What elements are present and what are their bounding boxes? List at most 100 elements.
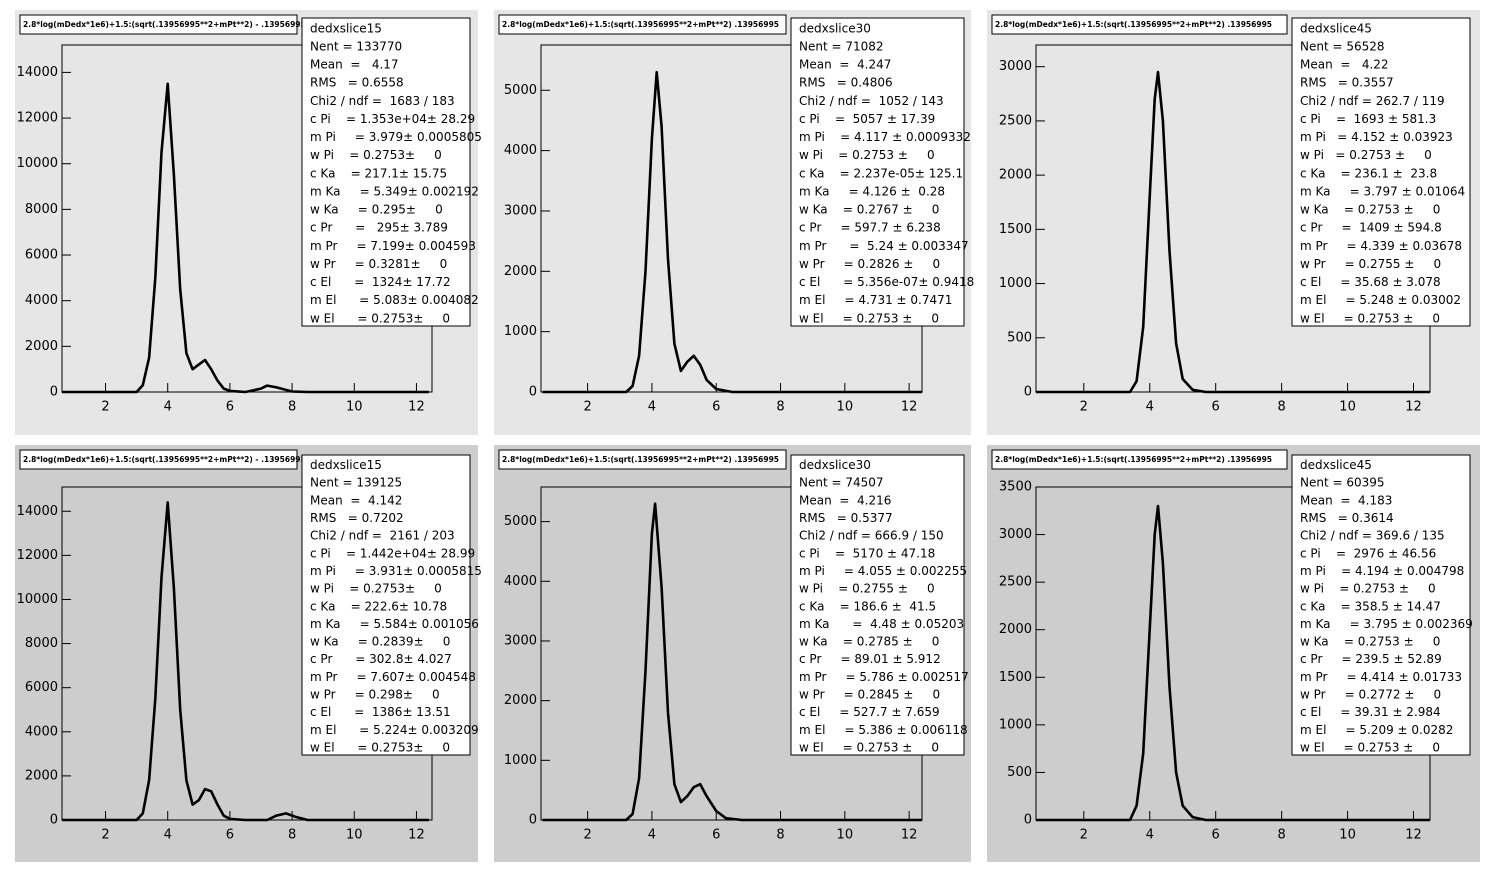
x-tick-label: 4 [648,400,656,415]
stats-name: dedxslice15 [310,21,382,35]
stats-row: Chi2 / ndf = 1683 / 183 [310,94,455,108]
histogram-curve [62,501,429,822]
stats-row: RMS = 0.6558 [310,76,404,90]
pad: 2.8*log(mDedx*1e6)+1.5:(sqrt(.13956995**… [987,10,1480,435]
stats-row: c Pr = 239.5 ± 52.89 [1300,652,1442,666]
y-tick-label: 2000 [999,622,1032,637]
y-tick-label: 0 [529,813,537,828]
stats-box [790,454,965,756]
stats-row: m El = 5.224± 0.003209 [310,723,479,737]
x-tick-label: 12 [408,828,425,843]
stats-row: w El = 0.2753± 0 [310,740,450,754]
y-tick-label: 12000 [17,111,58,126]
y-tick-label: 5000 [504,514,537,529]
x-tick-label: 2 [583,828,591,843]
chart-title: 2.8*log(mDedx*1e6)+1.5:(sqrt(.13956995**… [23,455,309,464]
stats-row: RMS = 0.3557 [1300,76,1394,90]
histogram-curve [1036,504,1430,822]
histogram-curve [62,82,429,394]
x-tick-label: 4 [164,400,172,415]
stats-row: w Pr = 0.3281± 0 [310,257,447,271]
stats-row: Nent = 74507 [799,476,884,490]
stats-row: RMS = 0.7202 [310,511,404,525]
stats-row: w El = 0.2753 ± 0 [799,311,939,325]
stats-box [301,17,471,327]
stats-row: RMS = 0.3614 [1300,511,1394,525]
pad: 2.8*log(mDedx*1e6)+1.5:(sqrt(.13956995**… [987,445,1480,862]
x-tick-label: 6 [1212,828,1220,843]
stats-box [301,454,471,756]
pad: 2.8*log(mDedx*1e6)+1.5:(sqrt(.13956995**… [494,10,974,435]
y-tick-label: 4000 [504,143,537,158]
y-tick-label: 1500 [999,222,1032,237]
stats-row: c Pi = 1.353e+04± 28.29 [310,112,475,126]
stats-row: m Pr = 4.339 ± 0.03678 [1300,239,1462,253]
x-tick-label: 12 [408,400,425,415]
y-tick-label: 500 [1007,765,1032,780]
stats-row: w Pi = 0.2753 ± 0 [1300,582,1436,596]
stats-row: w Pi = 0.2755 ± 0 [799,582,935,596]
stats-row: m Pi = 4.117 ± 0.0009332 [799,130,971,144]
x-tick-label: 4 [164,828,172,843]
stats-row: w Ka = 0.2839± 0 [310,635,450,649]
stats-row: c Pr = 295± 3.789 [310,221,448,235]
y-tick-label: 2000 [504,264,537,279]
title-box [498,449,787,470]
stats-row: w Pr = 0.2755 ± 0 [1300,257,1441,271]
stats-row: Mean = 4.247 [799,58,891,72]
stats-row: w El = 0.2753 ± 0 [1300,311,1440,325]
stats-row: Chi2 / ndf = 666.9 / 150 [799,529,944,543]
x-tick-label: 8 [1277,400,1285,415]
x-tick-label: 10 [1339,400,1356,415]
stats-row: c El = 5.356e-07± 0.9418 [799,275,974,289]
stats-box [790,17,965,327]
stats-row: w Pr = 0.2845 ± 0 [799,688,940,702]
stats-row: w Ka = 0.2753 ± 0 [1300,203,1440,217]
y-tick-label: 6000 [25,680,58,695]
stats-row: RMS = 0.5377 [799,511,893,525]
y-tick-label: 4000 [504,574,537,589]
histogram-curve [1036,70,1430,394]
y-tick-label: 2500 [999,113,1032,128]
stats-row: Mean = 4.17 [310,58,399,72]
pad: 2.8*log(mDedx*1e6)+1.5:(sqrt(.13956995**… [494,445,971,862]
stats-row: c El = 1324± 17.72 [310,275,451,289]
histogram-curve [542,70,922,394]
stats-row: m Pr = 5.786 ± 0.002517 [799,670,969,684]
stats-box [1291,454,1471,756]
stats-row: c Ka = 236.1 ± 23.8 [1300,166,1437,180]
y-tick-label: 2000 [504,693,537,708]
x-tick-label: 10 [1339,828,1356,843]
stats-row: m El = 5.083± 0.004082 [310,293,479,307]
x-tick-label: 8 [288,400,296,415]
y-tick-label: 0 [1024,385,1032,400]
y-tick-label: 2500 [999,575,1032,590]
stats-row: Chi2 / ndf = 2161 / 203 [310,529,455,543]
stats-row: Nent = 56528 [1300,39,1385,53]
stats-row: Nent = 71082 [799,39,884,53]
stats-row: c Pi = 2976 ± 46.56 [1300,546,1436,560]
stats-row: m El = 4.731 ± 0.7471 [799,293,952,307]
stats-row: c Pr = 597.7 ± 6.238 [799,221,941,235]
stats-row: c El = 39.31 ± 2.984 [1300,705,1441,719]
stats-row: m Pr = 7.607± 0.004548 [310,670,476,684]
stats-row: c Ka = 222.6± 10.78 [310,599,447,613]
title-box [991,449,1288,470]
y-tick-label: 2000 [999,168,1032,183]
stats-row: Mean = 4.183 [1300,493,1392,507]
stats-row: c El = 527.7 ± 7.659 [799,705,940,719]
y-tick-label: 2000 [25,768,58,783]
x-tick-label: 6 [712,400,720,415]
y-tick-label: 4000 [25,293,58,308]
x-tick-label: 10 [346,828,363,843]
y-tick-label: 10000 [17,592,58,607]
stats-row: m Ka = 5.584± 0.001056 [310,617,479,631]
x-tick-label: 2 [101,828,109,843]
y-tick-label: 0 [1024,813,1032,828]
stats-row: Chi2 / ndf = 262.7 / 119 [1300,94,1445,108]
y-tick-label: 0 [50,813,58,828]
y-tick-label: 8000 [25,636,58,651]
stats-row: Mean = 4.22 [1300,58,1389,72]
stats-name: dedxslice15 [310,458,382,472]
